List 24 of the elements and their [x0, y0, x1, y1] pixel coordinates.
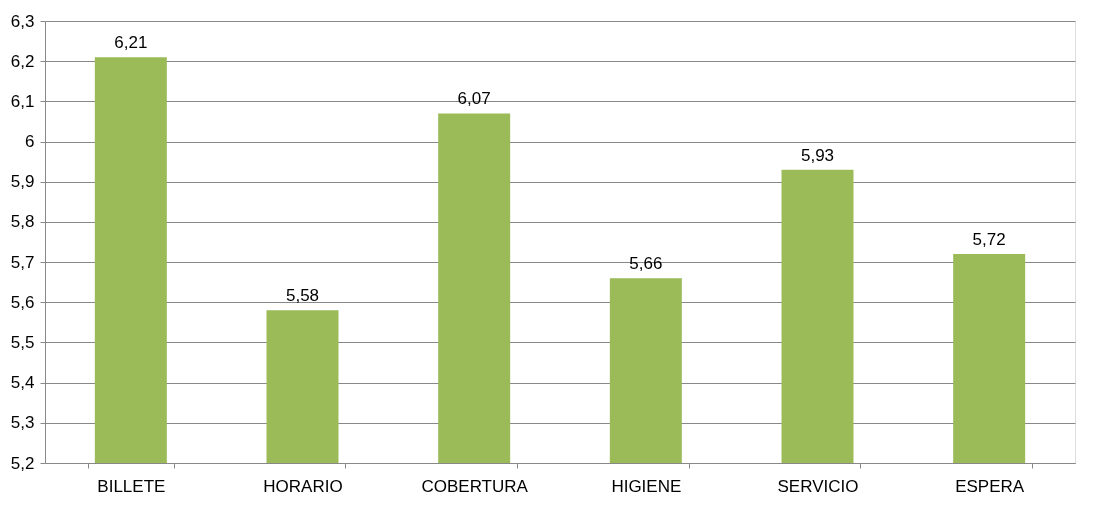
x-tick-label: BILLETE [97, 476, 166, 496]
y-tick-label: 5,6 [10, 292, 35, 312]
data-label: 6,21 [114, 33, 148, 53]
y-tick-label: 6,2 [10, 51, 35, 71]
x-tick-label: HORARIO [263, 476, 343, 496]
y-tick-label: 5,8 [10, 212, 35, 232]
y-tick-label: 5,5 [10, 332, 35, 352]
y-tick-label: 5,4 [10, 373, 35, 393]
x-tick-label: ESPERA [955, 476, 1025, 496]
x-tick-label: HIGIENE [611, 476, 682, 496]
data-label: 5,72 [972, 230, 1006, 250]
x-tick-label: COBERTURA [421, 476, 529, 496]
data-label: 5,66 [629, 254, 663, 274]
y-tick-label: 6,1 [10, 91, 35, 111]
y-tick-label: 6 [25, 132, 35, 152]
y-tick-label: 5,9 [10, 172, 35, 192]
x-tick-label: SERVICIO [777, 476, 859, 496]
data-label: 5,58 [285, 286, 320, 306]
y-tick-label: 5,3 [10, 413, 35, 433]
y-tick-label: 5,7 [10, 252, 35, 272]
data-label: 6,07 [457, 89, 491, 109]
y-tick-label: 5,2 [10, 453, 35, 473]
data-label: 5,93 [800, 145, 835, 165]
y-tick-label: 6,3 [10, 11, 35, 31]
